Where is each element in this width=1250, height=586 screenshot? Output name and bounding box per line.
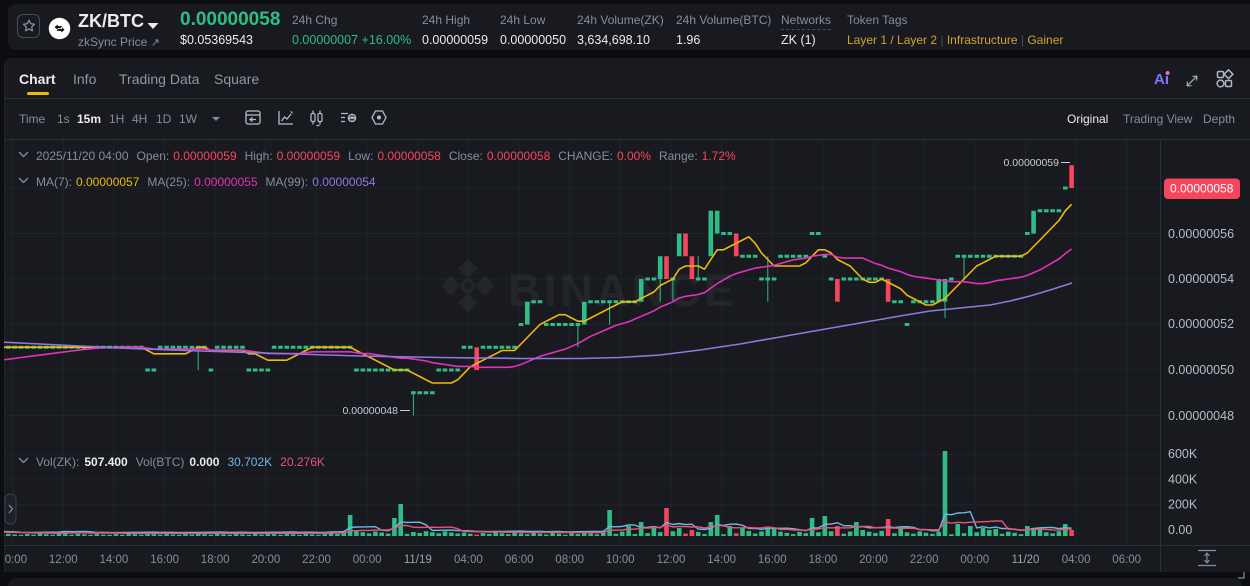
svg-text:22:00: 22:00 [910,554,939,566]
svg-text:BINANCE: BINANCE [508,265,738,316]
svg-text:Ai: Ai [1154,71,1169,88]
svg-text:400K: 400K [1168,473,1198,487]
svg-text:04:00: 04:00 [1062,554,1091,566]
svg-text:18:00: 18:00 [201,554,230,566]
svg-text:20:00: 20:00 [859,554,888,566]
svg-text:14:00: 14:00 [707,554,736,566]
svg-text:0.00000048: 0.00000048 [1168,409,1234,423]
svg-text:200K: 200K [1168,498,1198,512]
svg-text:11/19: 11/19 [404,554,432,566]
svg-text:06:00: 06:00 [1112,554,1141,566]
svg-text:12:00: 12:00 [657,554,686,566]
svg-text:11/20: 11/20 [1012,554,1040,566]
svg-text:00:00: 00:00 [960,554,989,566]
svg-text:10:00: 10:00 [4,554,27,566]
svg-text:0.00000054: 0.00000054 [1168,272,1234,286]
svg-text:16:00: 16:00 [758,554,787,566]
svg-text:20:00: 20:00 [252,554,281,566]
svg-text:16:00: 16:00 [150,554,179,566]
svg-text:0.00000059: 0.00000059 [1004,157,1060,169]
svg-text:10:00: 10:00 [606,554,635,566]
svg-text:0.00000056: 0.00000056 [1168,227,1234,241]
svg-text:0.00000058: 0.00000058 [1170,182,1234,196]
svg-text:22:00: 22:00 [302,554,331,566]
svg-text:0.00000052: 0.00000052 [1168,317,1234,331]
svg-text:600K: 600K [1168,447,1198,461]
svg-text:12:00: 12:00 [49,554,78,566]
svg-text:08:00: 08:00 [555,554,584,566]
svg-text:14:00: 14:00 [100,554,129,566]
svg-text:18:00: 18:00 [809,554,838,566]
svg-text:06:00: 06:00 [505,554,534,566]
svg-text:00:00: 00:00 [353,554,382,566]
svg-text:0.00: 0.00 [1168,523,1192,537]
svg-text:0.00000050: 0.00000050 [1168,363,1234,377]
svg-text:0.00000048: 0.00000048 [343,405,399,417]
svg-text:04:00: 04:00 [454,554,483,566]
